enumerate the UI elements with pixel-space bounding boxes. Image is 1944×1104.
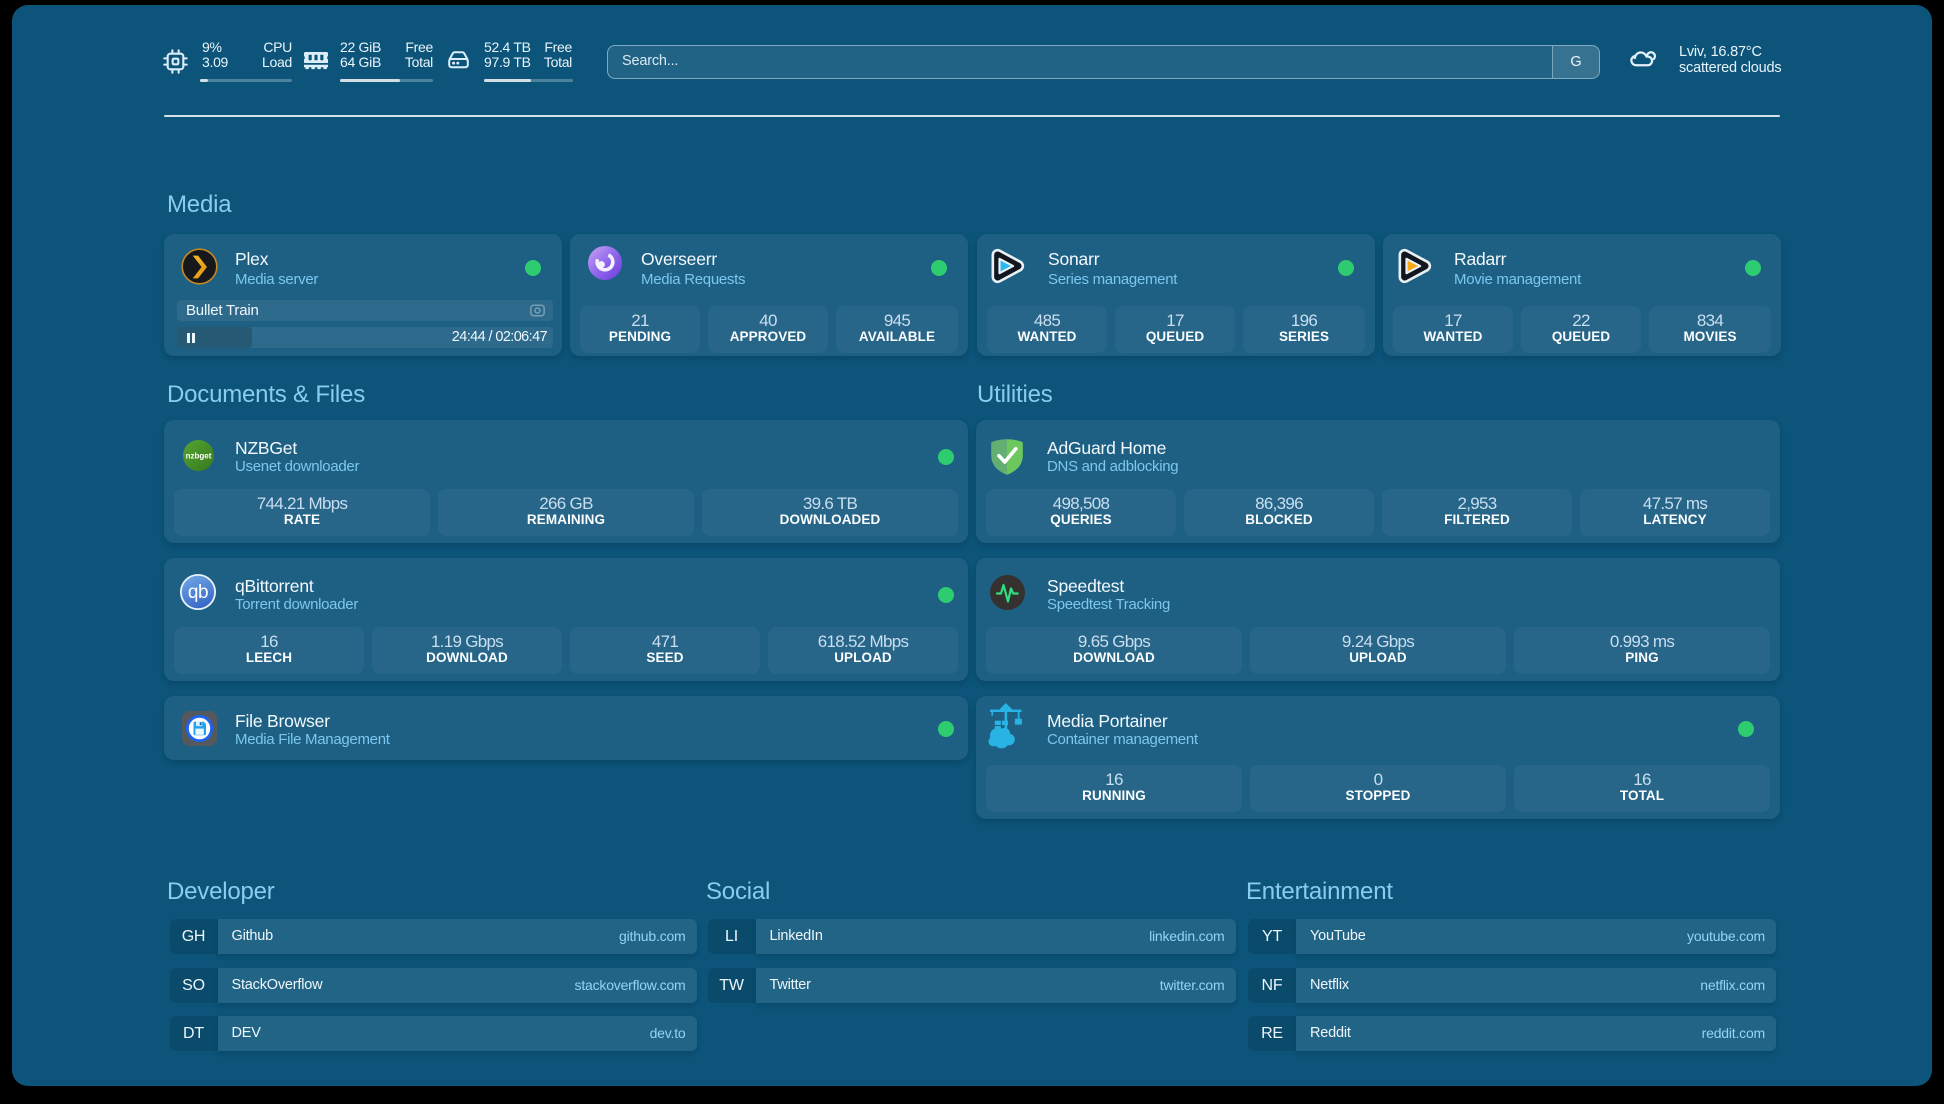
svg-text:qb: qb (188, 582, 208, 603)
svg-text:nzbget: nzbget (186, 451, 212, 460)
